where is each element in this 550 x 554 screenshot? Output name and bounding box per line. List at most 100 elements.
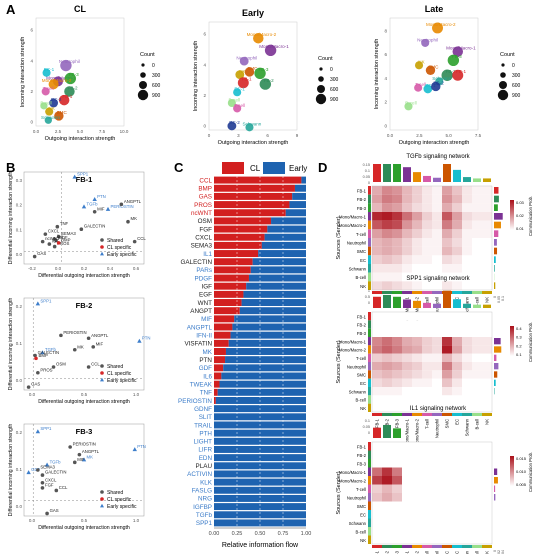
heat-cell [372, 229, 382, 238]
category-label: GAS [199, 194, 212, 201]
heat-cell [472, 442, 482, 451]
heat-cell [402, 535, 412, 544]
scatter-point [64, 72, 77, 85]
heat-cell [412, 484, 422, 493]
heat-cell [412, 238, 422, 247]
row-label: Mono/Macro-1 [339, 215, 367, 220]
col-label: Mono/Macro-1 [405, 418, 410, 446]
scatter-point [254, 67, 266, 80]
heat-cell [392, 264, 402, 273]
y-tick-label: 2 [30, 89, 33, 94]
heat-cell [372, 450, 382, 459]
legend-value: 0 [152, 63, 155, 69]
point-label: SMC [247, 66, 258, 71]
heat-cell [452, 387, 462, 396]
heat-cell [452, 518, 462, 527]
heat-cell [402, 281, 412, 290]
point-label: OSM [56, 362, 66, 367]
heat-cell [432, 527, 442, 536]
x-tick-label: 5.0 [77, 129, 84, 134]
heat-cell [392, 459, 402, 468]
row-color [368, 510, 371, 519]
heat-cell [452, 312, 462, 321]
subplot-title: CL [74, 4, 86, 14]
heat-cell [422, 246, 432, 256]
scatter-point [72, 460, 77, 465]
col-label: FB-2 [385, 418, 390, 428]
heat-cell [392, 229, 402, 238]
heat-cell [402, 229, 412, 238]
scatter-point [49, 98, 58, 108]
scatter-point [404, 102, 413, 111]
heat-cell [402, 255, 412, 264]
heat-cell [472, 345, 482, 354]
heat-cell [462, 203, 472, 212]
heat-cell [462, 212, 472, 221]
heat-cell [432, 264, 442, 273]
legend-value: 0 [512, 63, 515, 69]
row-color [368, 238, 371, 247]
point-label: FB-2 [446, 69, 456, 74]
point-label: Neutrophil [59, 59, 80, 64]
heat-cell [372, 255, 382, 264]
heat-cell [472, 387, 482, 396]
row-color [368, 467, 371, 476]
y-tick-label: 6 [30, 28, 33, 33]
heat-cell [422, 510, 432, 519]
scatter-point [42, 68, 51, 77]
point-label: B-cell [40, 100, 52, 105]
heat-cell [402, 337, 412, 346]
category-label: SLIT [199, 414, 212, 421]
bar-early [232, 323, 306, 331]
heat-cell [432, 229, 442, 238]
bar-early [225, 356, 306, 364]
subplot-title: FB-2 [76, 301, 93, 310]
heat-cell [412, 272, 422, 282]
col-label: Mono/Macro-1 [405, 550, 410, 554]
heat-cell [392, 501, 402, 510]
heat-cell [432, 353, 442, 362]
heat-cell [382, 281, 392, 290]
top-bar [383, 164, 391, 182]
heat-cell [452, 186, 462, 195]
heat-cell [392, 518, 402, 527]
x-tick-label: 0.4 [107, 266, 114, 271]
colorbar-tick: 0.4 [516, 326, 522, 331]
col-color [462, 291, 472, 294]
row-color [368, 484, 371, 493]
heat-cell [432, 312, 442, 321]
heat-cell [422, 194, 432, 204]
heat-cell [402, 362, 412, 371]
point-label: Schwann [242, 122, 261, 127]
side-bar [494, 282, 496, 289]
heat-cell [482, 493, 492, 502]
heat-cell [372, 535, 382, 544]
heat-cell [372, 272, 382, 282]
scatter-point [81, 204, 87, 209]
heat-cell [382, 320, 392, 329]
point-label: EC-2 [433, 81, 444, 86]
heat-cell [482, 387, 492, 396]
point-label: SPP1 [40, 298, 52, 303]
scatter-point [452, 69, 464, 81]
x-tick-label: 0.0 [55, 266, 62, 271]
point-label: SPP1 [77, 171, 89, 176]
point-label: EC-2 [51, 97, 62, 102]
heat-cell [452, 442, 462, 451]
heat-cell [392, 353, 402, 362]
heat-cell [402, 387, 412, 396]
bar-cl [214, 364, 224, 372]
heat-cell [412, 527, 422, 536]
bar-cl [214, 396, 216, 404]
point-label: PTN [142, 336, 151, 341]
colorbar-tick: 0.2 [516, 343, 522, 348]
category-label: GDNF [194, 406, 212, 413]
heat-cell [452, 212, 462, 221]
scatter-point [119, 202, 124, 207]
point-label: SEMA3 [61, 231, 76, 236]
point-label: ncWNT [45, 236, 60, 241]
heat-cell [472, 476, 482, 485]
heat-cell [432, 403, 442, 412]
bar-early [267, 225, 306, 233]
top-bar [453, 169, 461, 182]
